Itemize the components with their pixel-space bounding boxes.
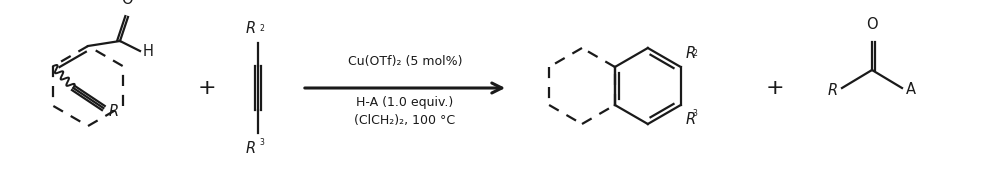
Text: $R$: $R$ bbox=[245, 140, 256, 156]
Text: (ClCH₂)₂, 100 °C: (ClCH₂)₂, 100 °C bbox=[354, 114, 456, 127]
Text: O: O bbox=[121, 0, 133, 7]
Text: A: A bbox=[906, 82, 916, 98]
Text: H-A (1.0 equiv.): H-A (1.0 equiv.) bbox=[356, 96, 454, 109]
Text: H: H bbox=[143, 43, 154, 59]
Text: $^3$: $^3$ bbox=[692, 109, 698, 119]
Text: $^2$: $^2$ bbox=[259, 24, 265, 34]
Text: +: + bbox=[198, 78, 216, 98]
Text: O: O bbox=[866, 17, 878, 32]
Text: $R$: $R$ bbox=[827, 82, 838, 98]
Text: R: R bbox=[108, 103, 118, 119]
Text: +: + bbox=[766, 78, 784, 98]
Text: $R$: $R$ bbox=[685, 45, 696, 61]
Text: $R$: $R$ bbox=[245, 20, 256, 36]
Text: $R$: $R$ bbox=[685, 111, 696, 127]
Text: $^2$: $^2$ bbox=[692, 49, 698, 59]
Text: Cu(OTf)₂ (5 mol%): Cu(OTf)₂ (5 mol%) bbox=[348, 55, 462, 68]
Text: $^3$: $^3$ bbox=[259, 138, 265, 148]
